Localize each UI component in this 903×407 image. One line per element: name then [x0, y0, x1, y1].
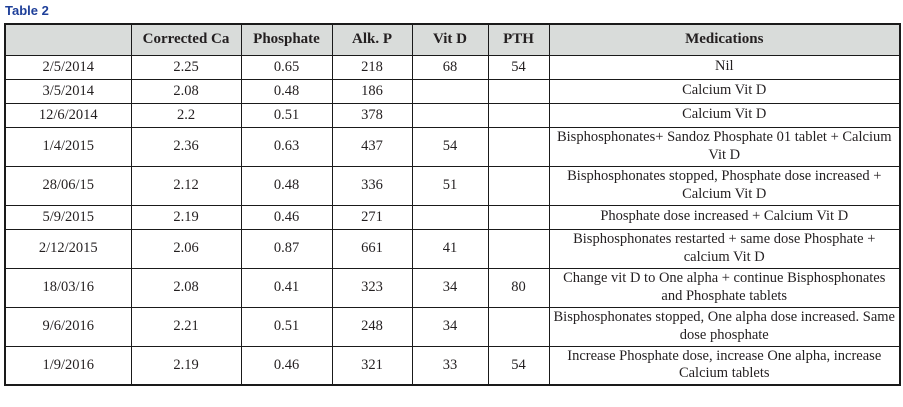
table-body: 2/5/2014 2.25 0.65 218 68 54 Nil 3/5/2014 2.08 0.… — [4, 54, 901, 386]
cell-date: 1/4/2015 — [4, 126, 132, 167]
column-header-medications: Medications — [548, 23, 901, 56]
cell-corrected-ca: 2.21 — [130, 306, 242, 347]
column-header-pth: PTH — [487, 23, 550, 56]
cell-vit-d: 51 — [411, 165, 489, 206]
cell-medications: Phosphate dose increased + Calcium Vit D — [548, 204, 901, 230]
table-row: 12/6/2014 2.2 0.51 378 Calcium Vit D — [4, 102, 901, 128]
table-row: 5/9/2015 2.19 0.46 271 Phosphate dose increa… — [4, 204, 901, 230]
cell-phosphate: 0.48 — [240, 165, 333, 206]
cell-vit-d — [411, 102, 489, 128]
column-header-date — [4, 23, 132, 56]
cell-vit-d: 41 — [411, 228, 489, 269]
cell-medications: Bisphosphonates restarted + same dose Ph… — [548, 228, 901, 269]
column-header-corrected-ca: Corrected Ca — [130, 23, 242, 56]
page: Table 2 Corrected Ca Phosphate Alk. P Vi… — [4, 3, 901, 386]
cell-alk-p: 336 — [331, 165, 413, 206]
cell-pth: 54 — [487, 345, 550, 386]
cell-alk-p: 218 — [331, 54, 413, 80]
column-header-alk-p: Alk. P — [331, 23, 413, 56]
cell-corrected-ca: 2.19 — [130, 204, 242, 230]
cell-date: 1/9/2016 — [4, 345, 132, 386]
cell-pth — [487, 204, 550, 230]
cell-alk-p: 271 — [331, 204, 413, 230]
cell-date: 2/12/2015 — [4, 228, 132, 269]
cell-pth — [487, 126, 550, 167]
cell-pth — [487, 102, 550, 128]
cell-corrected-ca: 2.2 — [130, 102, 242, 128]
table-row: 1/9/2016 2.19 0.46 321 33 54 Increase Phosphat… — [4, 345, 901, 386]
table-row: 3/5/2014 2.08 0.48 186 Calcium Vit D — [4, 78, 901, 104]
cell-date: 12/6/2014 — [4, 102, 132, 128]
cell-pth — [487, 228, 550, 269]
cell-corrected-ca: 2.08 — [130, 267, 242, 308]
header-row: Corrected Ca Phosphate Alk. P Vit D PTH … — [4, 23, 901, 56]
lab-results-table: Corrected Ca Phosphate Alk. P Vit D PTH … — [4, 23, 901, 386]
cell-date: 3/5/2014 — [4, 78, 132, 104]
cell-pth — [487, 78, 550, 104]
cell-alk-p: 323 — [331, 267, 413, 308]
cell-corrected-ca: 2.12 — [130, 165, 242, 206]
cell-date: 9/6/2016 — [4, 306, 132, 347]
table-row: 9/6/2016 2.21 0.51 248 34 Bisphosphonates sto… — [4, 306, 901, 347]
table-header: Corrected Ca Phosphate Alk. P Vit D PTH … — [4, 23, 901, 56]
cell-medications: Change vit D to One alpha + continue Bis… — [548, 267, 901, 308]
cell-date: 2/5/2014 — [4, 54, 132, 80]
table-row: 18/03/16 2.08 0.41 323 34 80 Change vit D to O… — [4, 267, 901, 308]
cell-pth: 80 — [487, 267, 550, 308]
cell-pth — [487, 165, 550, 206]
cell-alk-p: 661 — [331, 228, 413, 269]
cell-date: 28/06/15 — [4, 165, 132, 206]
cell-phosphate: 0.46 — [240, 345, 333, 386]
cell-medications: Calcium Vit D — [548, 78, 901, 104]
cell-pth — [487, 306, 550, 347]
cell-phosphate: 0.65 — [240, 54, 333, 80]
cell-corrected-ca: 2.06 — [130, 228, 242, 269]
table-row: 2/12/2015 2.06 0.87 661 41 Bisphosphonates re… — [4, 228, 901, 269]
cell-medications: Calcium Vit D — [548, 102, 901, 128]
table-row: 1/4/2015 2.36 0.63 437 54 Bisphosphonates+ Sa… — [4, 126, 901, 167]
cell-vit-d: 68 — [411, 54, 489, 80]
cell-vit-d — [411, 78, 489, 104]
cell-corrected-ca: 2.25 — [130, 54, 242, 80]
cell-alk-p: 378 — [331, 102, 413, 128]
cell-alk-p: 186 — [331, 78, 413, 104]
cell-alk-p: 248 — [331, 306, 413, 347]
table-title: Table 2 — [5, 3, 49, 18]
cell-corrected-ca: 2.19 — [130, 345, 242, 386]
cell-medications: Bisphosphonates stopped, One alpha dose … — [548, 306, 901, 347]
cell-phosphate: 0.63 — [240, 126, 333, 167]
cell-phosphate: 0.51 — [240, 306, 333, 347]
cell-medications: Bisphosphonates+ Sandoz Phosphate 01 tab… — [548, 126, 901, 167]
cell-pth: 54 — [487, 54, 550, 80]
cell-alk-p: 437 — [331, 126, 413, 167]
cell-vit-d: 34 — [411, 306, 489, 347]
cell-date: 5/9/2015 — [4, 204, 132, 230]
cell-phosphate: 0.46 — [240, 204, 333, 230]
cell-corrected-ca: 2.08 — [130, 78, 242, 104]
cell-alk-p: 321 — [331, 345, 413, 386]
table-row: 28/06/15 2.12 0.48 336 51 Bisphosphonates sto… — [4, 165, 901, 206]
cell-vit-d: 33 — [411, 345, 489, 386]
cell-vit-d: 34 — [411, 267, 489, 308]
cell-vit-d — [411, 204, 489, 230]
column-header-phosphate: Phosphate — [240, 23, 333, 56]
column-header-vit-d: Vit D — [411, 23, 489, 56]
cell-date: 18/03/16 — [4, 267, 132, 308]
table-row: 2/5/2014 2.25 0.65 218 68 54 Nil — [4, 54, 901, 80]
cell-phosphate: 0.41 — [240, 267, 333, 308]
cell-medications: Bisphosphonates stopped, Phosphate dose … — [548, 165, 901, 206]
cell-phosphate: 0.87 — [240, 228, 333, 269]
cell-phosphate: 0.48 — [240, 78, 333, 104]
cell-medications: Increase Phosphate dose, increase One al… — [548, 345, 901, 386]
cell-medications: Nil — [548, 54, 901, 80]
cell-vit-d: 54 — [411, 126, 489, 167]
cell-phosphate: 0.51 — [240, 102, 333, 128]
cell-corrected-ca: 2.36 — [130, 126, 242, 167]
